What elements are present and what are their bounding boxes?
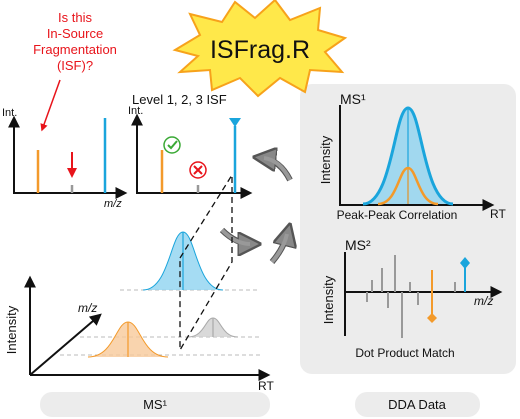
- question-line: (ISF)?: [57, 58, 93, 73]
- spectrum: [366, 255, 456, 338]
- y-label: Intensity: [318, 135, 333, 184]
- marker: [229, 118, 241, 127]
- starburst: [172, 0, 348, 98]
- depth-label: m/z: [78, 301, 97, 315]
- y-label: Int.: [2, 107, 17, 119]
- axes: [136, 122, 253, 199]
- pill: [40, 392, 270, 417]
- axis: [29, 313, 102, 376]
- marker: [427, 313, 437, 323]
- check: [167, 140, 178, 150]
- marker: [460, 257, 470, 269]
- red-arrow: [40, 79, 61, 132]
- x-label: m/z: [474, 294, 493, 308]
- panel-title: MS¹: [340, 91, 366, 107]
- question-line: Fragmentation: [33, 42, 117, 57]
- panel-title: MS²: [345, 237, 371, 253]
- y-label: Intensity: [4, 305, 19, 354]
- pill-label: MS¹: [143, 397, 168, 412]
- x-label: m/z: [104, 198, 122, 210]
- title: ISFrag.R: [210, 36, 310, 64]
- level-label: Level 1, 2, 3 ISF: [132, 92, 227, 107]
- y-label: Int.: [128, 105, 143, 117]
- pill-label: DDA Data: [388, 397, 447, 412]
- plane: [179, 172, 233, 353]
- question-line: In-Source: [47, 26, 103, 41]
- caption: Dot Product Match: [355, 346, 454, 360]
- caption: Peak-Peak Correlation: [337, 208, 458, 222]
- cross: [193, 165, 203, 175]
- x-label: RT: [490, 207, 506, 221]
- pill: [355, 392, 480, 417]
- question: Is this In-Source Fragmentation (ISF)?: [33, 10, 117, 73]
- check-icon: [163, 136, 181, 154]
- axes: [339, 105, 495, 211]
- dda-panel: [300, 84, 516, 374]
- axes: [13, 128, 128, 199]
- question-line: Is this: [58, 10, 92, 25]
- x-label: RT: [258, 379, 274, 393]
- y-label: Intensity: [321, 275, 336, 324]
